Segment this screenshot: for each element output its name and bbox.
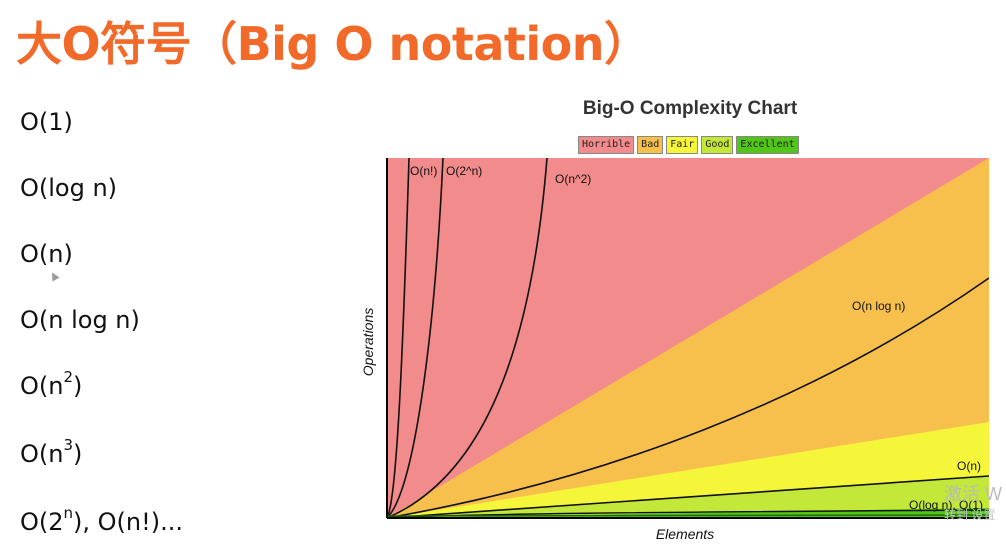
label-n: O(n) — [957, 459, 981, 473]
label-2-n: O(2^n) — [446, 164, 482, 178]
label-n-factorial: O(n!) — [410, 164, 437, 178]
mouse-cursor-icon — [48, 270, 60, 282]
x-axis-label: Elements — [656, 526, 714, 542]
legend-good: Good — [701, 136, 734, 154]
region-bad — [387, 158, 989, 518]
activation-watermark: 激活 W — [944, 484, 1002, 504]
curve-n-log-n — [386, 277, 990, 519]
legend-horrible: Horrible — [578, 136, 635, 154]
notation-o-n: O(n) — [20, 240, 73, 268]
complexity-chart: O(n!) O(2^n) O(n^2) O(n log n) O(n) O(lo… — [360, 157, 990, 542]
legend-bad: Bad — [637, 136, 664, 154]
notation-o-n-log-n: O(n log n) — [20, 306, 140, 334]
notation-o-log-n: O(log n) — [20, 174, 118, 202]
curve-n-squared — [386, 157, 548, 519]
notation-o-n-cubed: O(n3) — [20, 436, 83, 468]
activation-watermark-sub: 转到 设置 — [944, 508, 996, 522]
notation-o-n-squared: O(n2) — [20, 368, 83, 400]
curve-n-factorial — [386, 157, 410, 519]
chart-title: Big-O Complexity Chart — [582, 98, 798, 119]
legend-fair: Fair — [666, 136, 699, 154]
chart-legend: Horrible Bad Fair Good Excellent — [578, 136, 799, 154]
label-n-squared: O(n^2) — [555, 172, 591, 186]
curve-n — [386, 475, 990, 519]
y-axis-label: Operations — [360, 308, 376, 376]
slide-title: 大O符号（Big O notation） — [16, 17, 650, 71]
notation-o-2-n: O(2n), O(n!)... — [20, 504, 184, 536]
curve-constant — [386, 514, 990, 517]
legend-excellent: Excellent — [736, 136, 799, 154]
label-log-n-constant: O(log n), O(1) — [909, 498, 983, 512]
notation-o-1: O(1) — [20, 108, 73, 136]
curve-2-n — [386, 157, 444, 519]
label-n-log-n: O(n log n) — [852, 299, 905, 313]
